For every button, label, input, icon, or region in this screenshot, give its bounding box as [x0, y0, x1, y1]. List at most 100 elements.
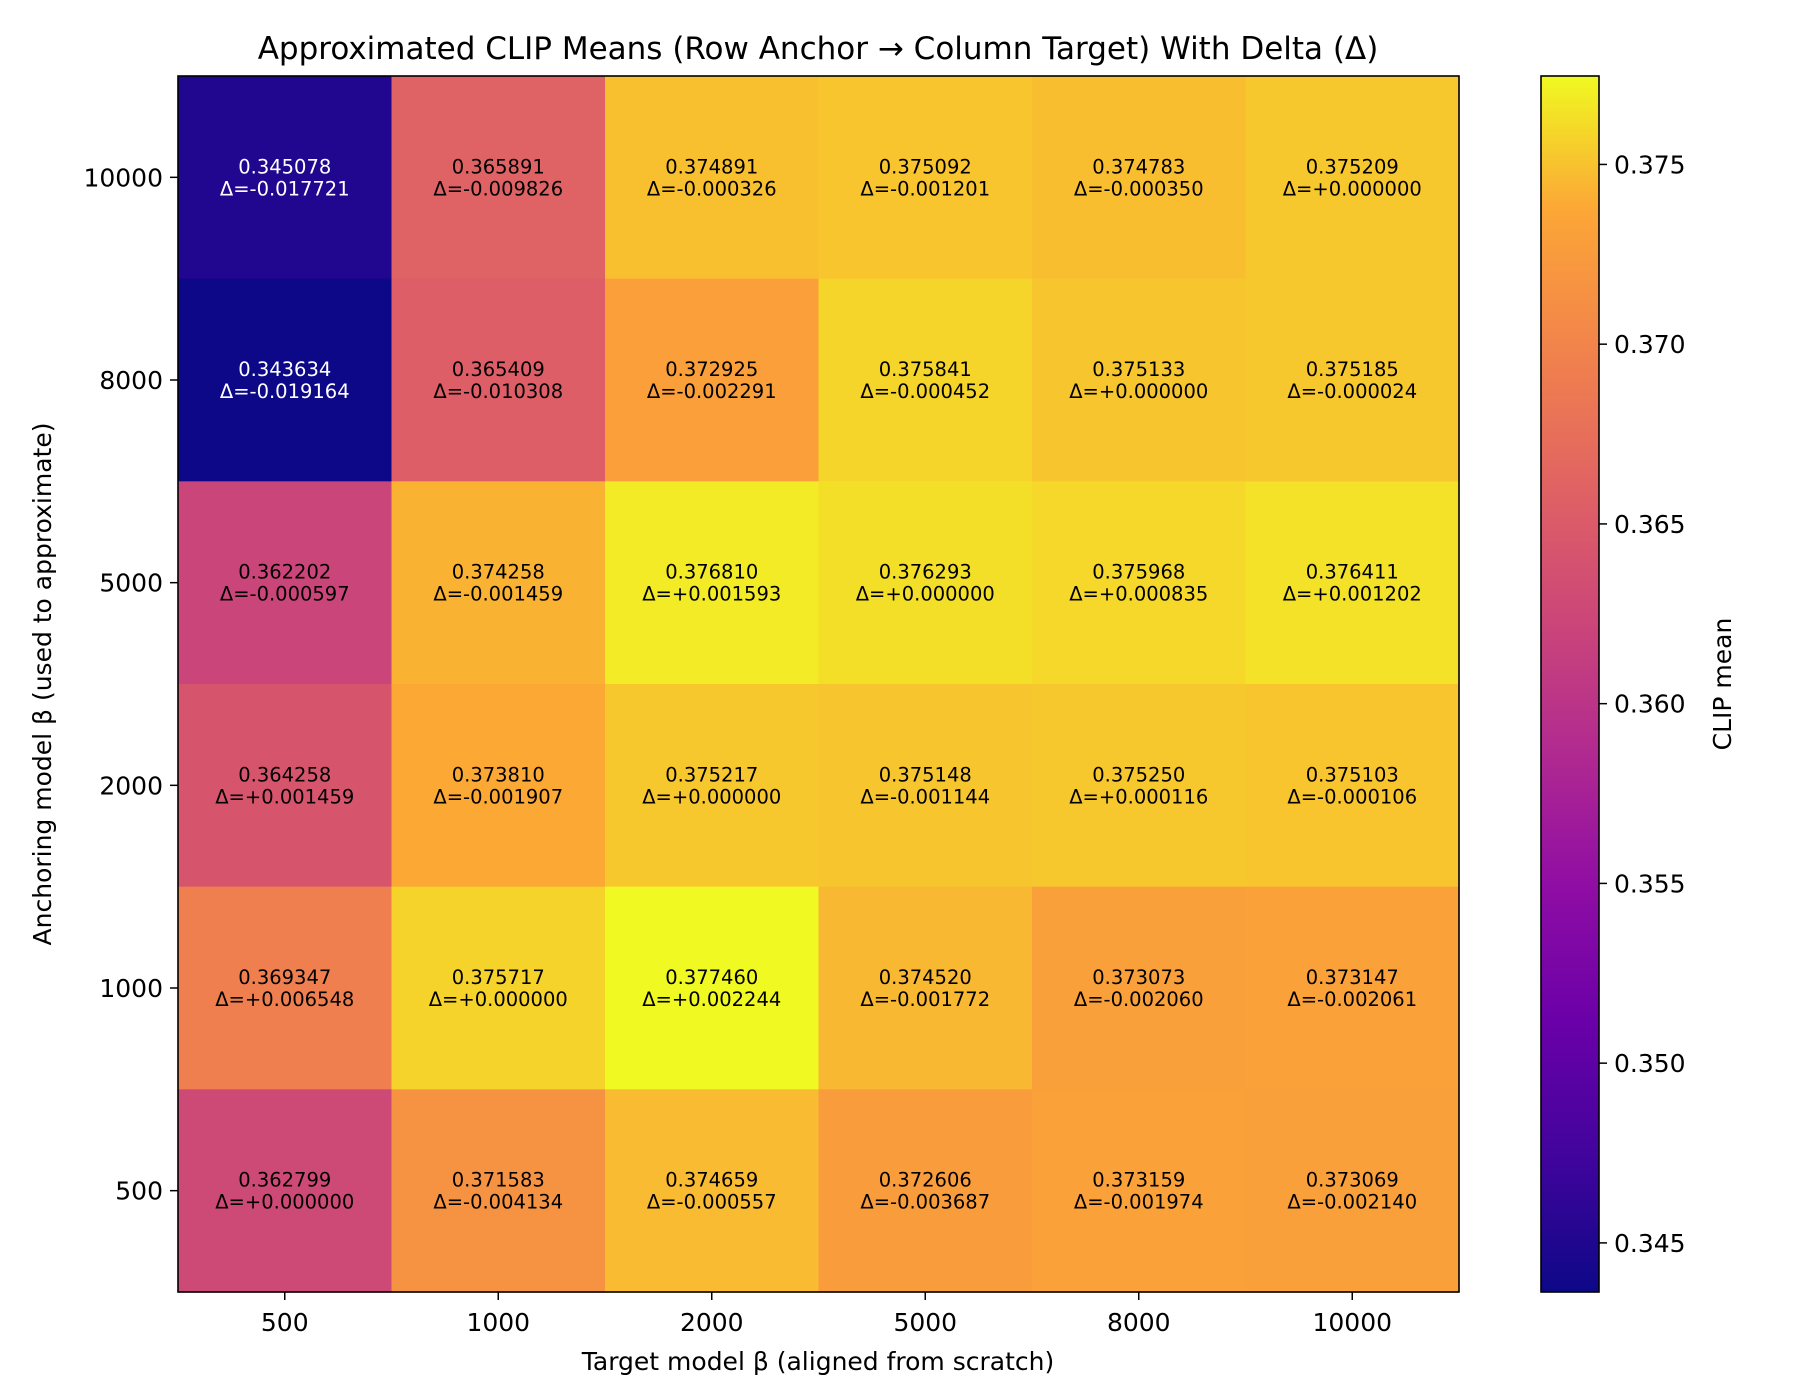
cell-value-label: 0.374520 [879, 966, 972, 989]
y-axis-label: Anchoring model β (used to approximate) [28, 423, 57, 946]
cell-value-label: 0.364258 [238, 763, 331, 786]
cell-delta-label: Δ=-0.000350 [1074, 177, 1204, 200]
cell-value-label: 0.375250 [1092, 763, 1185, 786]
heatmap-cell [1245, 481, 1460, 685]
cell-delta-label: Δ=+0.000000 [215, 1191, 354, 1214]
cell-value-label: 0.365891 [452, 155, 545, 178]
x-tick-label: 5000 [893, 1308, 957, 1337]
heatmap-cell [818, 886, 1033, 1090]
chart-title: Approximated CLIP Means (Row Anchor → Co… [258, 31, 1379, 67]
heatmap-cell [1245, 1089, 1460, 1293]
colorbar-tick-label: 0.370 [1614, 330, 1686, 359]
cell-delta-label: Δ=-0.000597 [220, 583, 350, 606]
colorbar-tick-label: 0.365 [1614, 510, 1686, 539]
cell-value-label: 0.365409 [452, 358, 545, 381]
heatmap-cell [178, 76, 393, 280]
plot-frame [177, 75, 1460, 1293]
heatmap-cell [1245, 278, 1460, 482]
cell-value-label: 0.343634 [238, 358, 331, 381]
cell-value-label: 0.375185 [1306, 358, 1399, 381]
cell-delta-label: Δ=-0.001201 [860, 177, 990, 200]
heatmap-cell [818, 278, 1033, 482]
heatmap-cell [1032, 684, 1247, 888]
cell-value-label: 0.372606 [879, 1169, 972, 1192]
cell-value-label: 0.375717 [452, 966, 545, 989]
cell-delta-label: Δ=-0.010308 [433, 380, 563, 403]
heatmap-cell [605, 76, 820, 280]
x-tick-label: 2000 [680, 1308, 744, 1337]
colorbar [1540, 75, 1600, 1293]
heatmap-cell [178, 886, 393, 1090]
cell-delta-label: Δ=-0.001772 [860, 988, 990, 1011]
cell-value-label: 0.375092 [879, 155, 972, 178]
cell-delta-label: Δ=-0.002060 [1074, 988, 1204, 1011]
heatmap-cell [1032, 278, 1247, 482]
heatmap-cell [1032, 481, 1247, 685]
cell-delta-label: Δ=+0.001202 [1283, 583, 1422, 606]
heatmap-cell [178, 278, 393, 482]
cell-delta-label: Δ=-0.000557 [647, 1191, 777, 1214]
heatmap-cell [1245, 886, 1460, 1090]
x-axis-label: Target model β (aligned from scratch) [581, 1347, 1055, 1376]
colorbar-ticks: 0.345 0.350 0.355 0.360 0.365 0.370 0.375 [1599, 150, 1686, 1258]
x-tick-label: 1000 [466, 1308, 530, 1337]
cell-value-label: 0.374258 [452, 561, 545, 584]
cell-delta-label: Δ=+0.001593 [642, 583, 781, 606]
cell-delta-label: Δ=-0.000024 [1287, 380, 1417, 403]
cell-value-label: 0.345078 [238, 155, 331, 178]
cell-delta-label: Δ=-0.001974 [1074, 1191, 1204, 1214]
cell-value-label: 0.376411 [1306, 561, 1399, 584]
cell-delta-label: Δ=-0.000326 [647, 177, 777, 200]
heatmap-cell [1032, 1089, 1247, 1293]
y-axis-ticks: 10000 8000 5000 2000 1000 500 [83, 163, 178, 1206]
heatmap-cell [818, 1089, 1033, 1293]
cell-delta-label: Δ=+0.006548 [215, 988, 354, 1011]
cell-value-label: 0.373073 [1092, 966, 1185, 989]
cell-delta-label: Δ=-0.002061 [1287, 988, 1417, 1011]
cell-delta-label: Δ=+0.000000 [1069, 380, 1208, 403]
heatmap-cell [391, 886, 606, 1090]
cell-value-label: 0.374659 [665, 1169, 758, 1192]
cell-delta-label: Δ=-0.019164 [220, 380, 350, 403]
heatmap-cell [391, 1089, 606, 1293]
cell-delta-label: Δ=+0.001459 [215, 785, 354, 808]
x-tick-label: 8000 [1107, 1308, 1171, 1337]
x-axis-ticks: 500 1000 2000 5000 8000 10000 [261, 1292, 1392, 1337]
heatmap-cell [178, 1089, 393, 1293]
cell-value-label: 0.374891 [665, 155, 758, 178]
cell-value-label: 0.376293 [879, 561, 972, 584]
cell-delta-label: Δ=+0.000000 [642, 785, 781, 808]
heatmap-cell [818, 76, 1033, 280]
cell-delta-label: Δ=-0.001144 [860, 785, 990, 808]
x-tick-label: 500 [261, 1308, 309, 1337]
colorbar-tick-label: 0.345 [1614, 1229, 1686, 1258]
colorbar-tick-label: 0.350 [1614, 1049, 1686, 1078]
cell-delta-label: Δ=-0.001459 [433, 583, 563, 606]
y-tick-label: 5000 [99, 569, 163, 598]
cell-value-label: 0.375133 [1092, 358, 1185, 381]
cell-value-label: 0.375103 [1306, 763, 1399, 786]
y-tick-label: 1000 [99, 974, 163, 1003]
heatmap-cells [178, 76, 1460, 1293]
cell-value-label: 0.375209 [1306, 155, 1399, 178]
heatmap-cell [391, 76, 606, 280]
heatmap-cell [605, 1089, 820, 1293]
heatmap-cell [391, 684, 606, 888]
cell-value-label: 0.375968 [1092, 561, 1185, 584]
cell-value-label: 0.375217 [665, 763, 758, 786]
cell-delta-label: Δ=-0.002291 [647, 380, 777, 403]
heatmap-cell [391, 481, 606, 685]
y-tick-label: 2000 [99, 771, 163, 800]
cell-value-label: 0.377460 [665, 966, 758, 989]
y-tick-label: 8000 [99, 366, 163, 395]
cell-value-label: 0.369347 [238, 966, 331, 989]
cell-delta-label: Δ=-0.017721 [220, 177, 350, 200]
cell-delta-label: Δ=+0.000116 [1069, 785, 1208, 808]
cell-value-label: 0.373159 [1092, 1169, 1185, 1192]
cell-value-label: 0.374783 [1092, 155, 1185, 178]
cell-delta-label: Δ=+0.000000 [856, 583, 995, 606]
heatmap-cell [1245, 76, 1460, 280]
heatmap-cell [605, 684, 820, 888]
